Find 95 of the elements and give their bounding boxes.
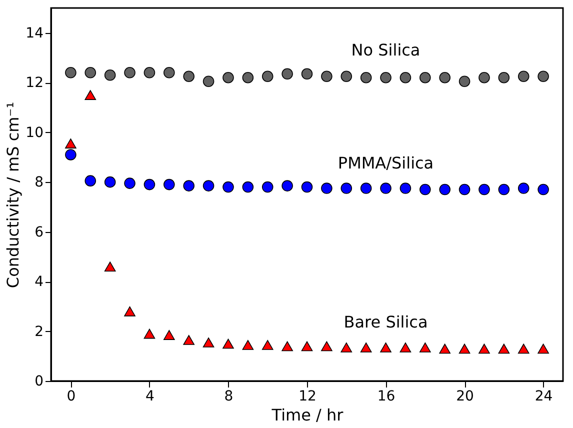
point xyxy=(458,76,470,87)
point xyxy=(183,335,194,345)
point xyxy=(144,178,156,190)
point xyxy=(420,72,431,84)
point xyxy=(301,68,313,80)
point xyxy=(380,182,392,194)
point xyxy=(301,181,313,193)
point xyxy=(202,76,214,87)
point xyxy=(262,70,274,82)
point xyxy=(65,138,76,148)
point xyxy=(498,344,510,354)
point xyxy=(104,70,116,81)
point xyxy=(222,181,234,193)
point xyxy=(518,344,530,354)
point xyxy=(282,341,293,352)
point xyxy=(301,341,313,352)
point xyxy=(262,340,274,350)
point xyxy=(420,184,431,196)
point xyxy=(282,68,293,80)
point xyxy=(380,72,392,84)
point xyxy=(84,175,96,186)
point xyxy=(439,72,450,84)
point xyxy=(478,344,490,354)
point xyxy=(242,340,254,350)
point xyxy=(104,176,116,188)
point xyxy=(104,262,116,272)
x-tick-label: 0 xyxy=(66,388,76,404)
point xyxy=(518,70,530,82)
y-tick-label: 2 xyxy=(34,324,44,340)
point xyxy=(282,180,293,192)
point xyxy=(321,182,332,194)
point xyxy=(400,72,412,84)
x-tick-label: 24 xyxy=(534,388,553,404)
point xyxy=(124,306,136,316)
series-label: Bare Silica xyxy=(344,312,428,332)
point xyxy=(360,342,372,352)
point xyxy=(65,149,76,160)
x-axis-title: Time / hr xyxy=(270,406,344,424)
point xyxy=(183,70,194,82)
point xyxy=(400,182,412,194)
y-tick-label: 14 xyxy=(26,25,44,42)
x-tick-label: 8 xyxy=(224,388,234,404)
y-axis-title: Conductivity / mS cm⁻¹ xyxy=(4,102,23,288)
x-tick-label: 4 xyxy=(146,388,154,404)
point xyxy=(439,184,450,196)
point xyxy=(538,344,549,354)
point xyxy=(321,70,332,82)
point xyxy=(498,184,510,196)
point xyxy=(458,184,470,196)
point xyxy=(222,72,234,84)
point xyxy=(144,67,156,78)
y-tick-label: 12 xyxy=(26,75,44,92)
point xyxy=(400,342,412,352)
series-label: No Silica xyxy=(351,40,420,60)
point xyxy=(84,67,96,78)
y-tick-label: 6 xyxy=(34,224,44,240)
point xyxy=(164,67,175,78)
point xyxy=(262,181,274,193)
series-label: PMMA/Silica xyxy=(338,154,434,173)
point xyxy=(164,178,175,190)
point xyxy=(380,342,392,352)
point xyxy=(164,330,175,340)
y-tick-label: 10 xyxy=(26,124,44,141)
point xyxy=(144,328,156,339)
y-tick-label: 8 xyxy=(34,174,44,191)
point xyxy=(360,72,372,84)
x-tick-label: 20 xyxy=(456,388,474,404)
x-tick-label: 16 xyxy=(377,388,396,404)
point xyxy=(538,184,549,196)
point xyxy=(321,341,332,352)
point xyxy=(439,344,450,354)
point xyxy=(420,342,431,352)
point xyxy=(84,90,96,100)
point xyxy=(340,182,352,194)
point xyxy=(458,344,470,354)
point xyxy=(498,72,510,84)
point xyxy=(242,72,254,84)
point xyxy=(183,180,194,192)
point xyxy=(65,67,76,78)
point xyxy=(124,178,136,189)
point xyxy=(340,70,352,82)
point xyxy=(202,338,214,348)
y-tick-label: 4 xyxy=(34,274,44,290)
x-tick-label: 12 xyxy=(298,388,316,404)
point xyxy=(478,184,490,196)
point xyxy=(518,182,530,194)
y-tick-label: 0 xyxy=(34,374,44,390)
point xyxy=(202,180,214,192)
point xyxy=(360,182,372,194)
point xyxy=(242,181,254,193)
point xyxy=(124,67,136,78)
point xyxy=(538,70,549,82)
point xyxy=(340,342,352,352)
point xyxy=(222,338,234,349)
point xyxy=(478,72,490,84)
